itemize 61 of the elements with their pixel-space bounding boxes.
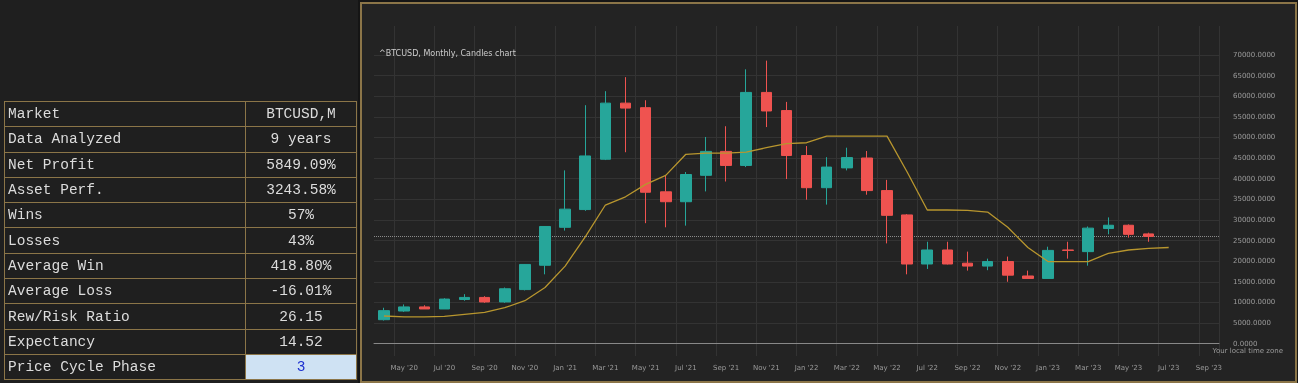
candlestick <box>1103 216 1114 235</box>
text: 57% <box>245 202 357 228</box>
candlestick <box>962 251 973 272</box>
candlestick <box>881 179 893 244</box>
text: 26.15 <box>245 303 357 330</box>
text: 3 <box>245 354 357 380</box>
text: Data Analyzed <box>4 126 246 153</box>
text: Price Cycle Phase <box>4 354 246 380</box>
text: ^BTCUSD, Monthly, Candles chart <box>379 48 516 58</box>
candlestick <box>439 297 450 310</box>
candlestick <box>740 68 752 168</box>
candlestick <box>499 287 511 304</box>
candlestick <box>459 293 470 302</box>
text: 5849.09% <box>245 152 357 178</box>
candlestick <box>600 90 611 161</box>
candlestick <box>1082 225 1094 267</box>
text: Net Profit <box>4 152 246 178</box>
candlestick <box>1022 270 1034 279</box>
text: Market <box>4 101 246 127</box>
candlestick <box>539 225 551 275</box>
candlestick <box>942 241 953 265</box>
candlestick <box>861 150 873 196</box>
text: -16.01% <box>245 278 357 304</box>
candlestick <box>841 147 853 171</box>
candlestick <box>801 145 812 201</box>
line-series <box>383 135 1170 318</box>
text: 418.80% <box>245 253 357 279</box>
text: 14.52 <box>245 329 357 355</box>
text: 43% <box>245 227 357 254</box>
text: 9 years <box>245 126 357 153</box>
candlestick <box>1002 256 1014 283</box>
candlestick <box>821 156 832 206</box>
candlestick <box>660 174 672 228</box>
text: BTCUSD,M <box>245 101 357 127</box>
text: Average Win <box>4 253 246 279</box>
candlestick <box>640 99 651 224</box>
candlestick <box>479 295 490 304</box>
text: 3243.58% <box>245 177 357 203</box>
text: Average Loss <box>4 278 246 304</box>
text: Expectancy <box>4 329 246 355</box>
candlestick <box>781 101 792 180</box>
text: Losses <box>4 227 246 254</box>
candlestick <box>921 241 933 270</box>
candlestick <box>1123 223 1134 239</box>
candlestick <box>419 304 430 310</box>
candlestick <box>700 136 712 192</box>
text: Asset Perf. <box>4 177 246 203</box>
candlestick <box>1062 241 1074 260</box>
text: Rew/Risk Ratio <box>4 303 246 330</box>
candlestick <box>579 104 591 212</box>
text: Wins <box>4 202 246 228</box>
candlestick <box>398 303 410 313</box>
candlestick <box>1143 232 1154 243</box>
candlestick <box>1042 246 1054 279</box>
candlestick <box>761 60 772 128</box>
candlestick <box>901 213 913 275</box>
candlestick <box>620 76 631 153</box>
candlestick <box>559 169 571 232</box>
candlestick <box>982 258 993 271</box>
candlestick <box>680 171 692 227</box>
candlestick <box>519 263 531 291</box>
